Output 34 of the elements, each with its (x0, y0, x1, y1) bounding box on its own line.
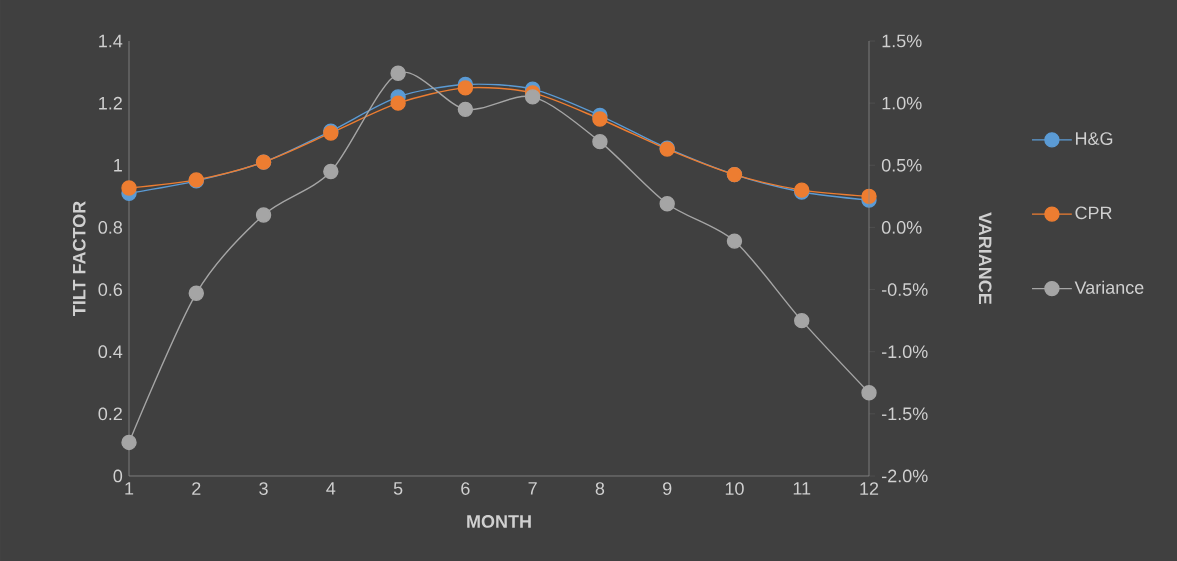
y-tick-label: 0 (113, 469, 123, 483)
x-tick-label: 8 (595, 482, 605, 495)
y-tick-label: 0.6 (98, 283, 123, 296)
x-tick-label: 3 (259, 482, 268, 495)
y2-tick-label: 0.5% (881, 158, 922, 172)
x-tick-label: 11 (793, 482, 811, 495)
y-tick-label: 0.2 (98, 407, 122, 421)
x-tick-label: 10 (725, 482, 744, 495)
y2-tick-label: -0.5% (882, 283, 928, 296)
y2-tick-label: 1.5% (882, 34, 922, 48)
x-axis-title: MONTH (467, 515, 531, 528)
y2-axis-title: VARIANCE (978, 212, 992, 305)
x-tick-label: 5 (393, 482, 403, 495)
y2-tick-label: -2.0% (882, 469, 928, 483)
y2-tick-label: -1.5% (882, 407, 928, 421)
legend-label: CPR (1075, 206, 1112, 220)
y-tick-label: 0.8 (98, 221, 123, 234)
x-tick-label: 6 (461, 482, 470, 495)
y-tick-label: 1.4 (99, 34, 123, 48)
y-tick-label: 1 (114, 159, 122, 172)
y-axis-title: TILT FACTOR (72, 201, 86, 316)
y2-tick-label: 0.0% (881, 221, 922, 234)
x-tick-label: 12 (860, 482, 879, 495)
x-tick-label: 9 (663, 482, 672, 495)
x-tick-label: 2 (192, 482, 201, 495)
legend-label: Variance (1074, 280, 1144, 294)
x-tick-label: 7 (528, 482, 537, 495)
legend-label: H&G (1076, 132, 1113, 145)
x-tick-label: 4 (326, 482, 336, 495)
y-tick-label: 0.4 (98, 345, 123, 359)
x-tick-label: 1 (125, 482, 134, 495)
y-tick-label: 1.2 (99, 96, 122, 110)
y2-tick-label: -1.0% (882, 345, 928, 359)
y2-tick-label: 1.0% (882, 96, 922, 110)
